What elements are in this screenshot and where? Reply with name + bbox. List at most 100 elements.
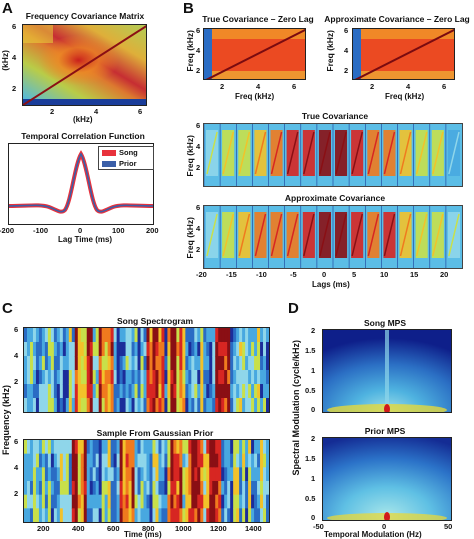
- c-xtick-600: 600: [107, 524, 120, 533]
- s2-ytick-6: 6: [196, 203, 201, 212]
- matrix-xtick-6: 6: [138, 107, 143, 116]
- correlation-plot: [8, 143, 154, 225]
- c-xtick-800: 800: [142, 524, 155, 533]
- lag-xtick-20: 20: [440, 270, 449, 279]
- panel-letter-c: C: [2, 300, 13, 317]
- approximate-covariance-strip: [203, 205, 463, 269]
- matrix-xlabel: (kHz): [73, 115, 93, 124]
- spectrogram-xlabel: Time (ms): [124, 530, 162, 539]
- d1-ytick-1: 1: [311, 366, 316, 375]
- matrix-xtick-2: 2: [50, 107, 55, 116]
- song-spectrogram-title: Song Spectrogram: [116, 316, 194, 326]
- approx-zero-lag-ylabel: Freq (kHz): [325, 30, 335, 72]
- c-xtick-200: 200: [37, 524, 50, 533]
- lag-xtick-0: 0: [322, 270, 327, 279]
- true-zero-lag-ylabel: Freq (kHz): [185, 30, 195, 72]
- matrix-ytick-2: 2: [12, 84, 17, 93]
- prior-mps-title: Prior MPS: [364, 426, 406, 436]
- br-xtick-2: 2: [370, 82, 375, 91]
- true-zero-lag-title: True Covariance – Zero Lag: [202, 14, 314, 24]
- bl-ytick-6: 6: [196, 26, 201, 35]
- bl-xtick-4: 4: [256, 82, 261, 91]
- correlation-legend: Song Prior: [98, 146, 154, 170]
- matrix-title: Frequency Covariance Matrix: [25, 11, 145, 21]
- c-xtick-1000: 1000: [175, 524, 192, 533]
- gaussian-prior-sample: [23, 439, 270, 523]
- matrix-ytick-4: 4: [12, 53, 17, 62]
- mps-xlabel: Temporal Modulation (Hz): [324, 530, 422, 539]
- panel-letter-b: B: [183, 0, 194, 17]
- panel-letter-a: A: [2, 0, 13, 17]
- bl-xtick-2: 2: [220, 82, 225, 91]
- lag-xtick-m10: -10: [256, 270, 267, 279]
- lags-xlabel: Lags (ms): [312, 280, 350, 289]
- lag-xtick-5: 5: [352, 270, 357, 279]
- d1-ytick-0: 0: [311, 405, 316, 414]
- corr-xlabel: Lag Time (ms): [58, 235, 113, 244]
- c1-ytick-6: 6: [14, 325, 19, 334]
- panel-letter-d: D: [288, 300, 299, 317]
- legend-song-label: Song: [119, 148, 138, 157]
- approx-zero-lag-xlabel: Freq (kHz): [385, 92, 425, 101]
- corr-xtick-100: 100: [112, 226, 125, 235]
- c2-ytick-4: 4: [14, 463, 19, 472]
- br-ytick-4: 4: [344, 46, 349, 55]
- d2-ytick-0: 0: [311, 513, 316, 522]
- song-mps-plot: [322, 329, 452, 413]
- true-covariance-ylabel: Freq (kHz): [185, 135, 195, 177]
- lag-xtick-m5: -5: [290, 270, 297, 279]
- song-spectrogram: [23, 327, 270, 413]
- s1-ytick-4: 4: [196, 142, 201, 151]
- corr-xtick-0: 0: [78, 226, 83, 235]
- corr-xtick-200: 200: [146, 226, 159, 235]
- true-covariance-strip: [203, 123, 463, 187]
- lag-xtick-10: 10: [380, 270, 389, 279]
- d-xtick-50: 50: [444, 522, 453, 531]
- d2-ytick-1-5: 1.5: [305, 454, 316, 463]
- c1-ytick-4: 4: [14, 351, 19, 360]
- c2-ytick-2: 2: [14, 489, 19, 498]
- s1-ytick-2: 2: [196, 163, 201, 172]
- lag-xtick-m15: -15: [226, 270, 237, 279]
- lag-xtick-15: 15: [410, 270, 419, 279]
- approx-zero-lag-matrix: [352, 28, 455, 80]
- bl-ytick-2: 2: [196, 66, 201, 75]
- d1-ytick-1-5: 1.5: [305, 346, 316, 355]
- legend-song-swatch: [102, 150, 116, 156]
- c-xtick-1400: 1400: [245, 524, 262, 533]
- c-xtick-1200: 1200: [210, 524, 227, 533]
- br-ytick-2: 2: [344, 66, 349, 75]
- d2-ytick-2: 2: [311, 434, 316, 443]
- c2-ytick-6: 6: [14, 437, 19, 446]
- true-covariance-title: True Covariance: [301, 111, 369, 121]
- true-zero-lag-matrix: [203, 28, 306, 80]
- br-ytick-6: 6: [344, 26, 349, 35]
- s2-ytick-4: 4: [196, 224, 201, 233]
- prior-correlation-curve: [9, 152, 153, 213]
- approximate-covariance-ylabel: Freq (kHz): [185, 217, 195, 259]
- correlation-title: Temporal Correlation Function: [21, 131, 145, 141]
- c-xtick-400: 400: [72, 524, 85, 533]
- lag-xtick-m20: -20: [196, 270, 207, 279]
- approx-zero-lag-title: Approximate Covariance – Zero Lag: [324, 14, 470, 24]
- matrix-ylabel: (kHz): [0, 50, 10, 71]
- d1-ytick-2: 2: [311, 326, 316, 335]
- frequency-covariance-matrix: [22, 24, 147, 106]
- corr-xtick-m100: -100: [33, 226, 49, 235]
- corr-xtick-m200: -200: [0, 226, 15, 235]
- bl-xtick-6: 6: [292, 82, 297, 91]
- matrix-xtick-4: 4: [94, 107, 99, 116]
- s1-ytick-6: 6: [196, 121, 201, 130]
- mps-ylabel: Spectral Modulation (cycle/kHz): [291, 340, 301, 476]
- bl-ytick-4: 4: [196, 46, 201, 55]
- d2-ytick-0-5: 0.5: [305, 494, 316, 503]
- d2-ytick-1: 1: [311, 474, 316, 483]
- br-xtick-4: 4: [406, 82, 411, 91]
- s2-ytick-2: 2: [196, 245, 201, 254]
- d-xtick-m50: -50: [313, 522, 324, 531]
- legend-prior-swatch: [102, 161, 116, 167]
- song-mps-title: Song MPS: [363, 318, 407, 328]
- gaussian-sample-title: Sample From Gaussian Prior: [96, 428, 214, 438]
- c1-ytick-2: 2: [14, 377, 19, 386]
- spectrogram-ylabel: Frequency (kHz): [1, 385, 11, 456]
